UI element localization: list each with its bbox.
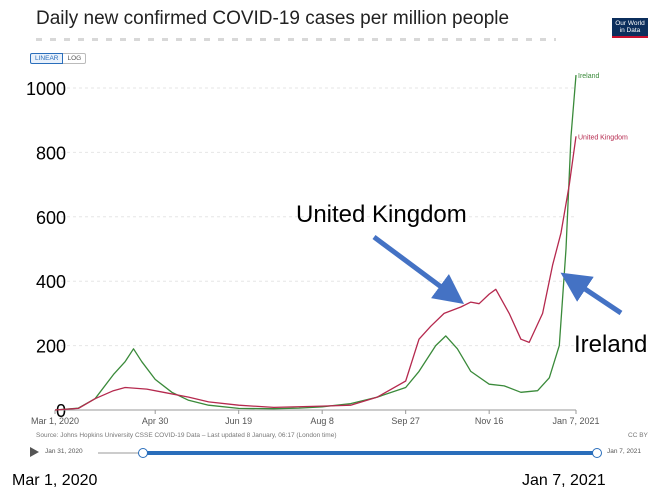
owid-logo[interactable]: Our World in Data [612,18,648,38]
timeline-start-label: Jan 31, 2020 [45,448,83,455]
date-range-end: Jan 7, 2021 [522,472,606,489]
timeline-selected-range[interactable] [143,451,596,455]
x-tick-label: Jan 7, 2021 [552,416,599,426]
x-tick-label: Mar 1, 2020 [31,416,79,426]
log-scale-button[interactable]: LOG [63,53,87,64]
logo-line-1: Our World [615,20,645,27]
scale-toggle: LINEAR LOG [30,53,87,64]
date-range-start: Mar 1, 2020 [12,472,98,489]
x-tick-label: Jun 19 [225,416,252,426]
subtitle-placeholder [36,38,556,41]
annotation-ireland-arrow [560,272,623,316]
series-end-label: Ireland [578,73,600,80]
timeline-end-handle[interactable] [592,448,602,458]
license-text[interactable]: CC BY [628,432,648,439]
timeline-slider[interactable]: Jan 31, 2020 Jan 7, 2021 [30,444,660,462]
annotation-uk-arrow [372,234,465,304]
timeline-start-handle[interactable] [138,448,148,458]
series-line-united-kingdom [54,136,577,411]
y-tick-label: 1000 [26,79,66,99]
series-line-ireland [54,75,577,411]
source-text[interactable]: Source: Johns Hopkins University CSSE CO… [36,432,337,439]
x-tick-label: Nov 16 [475,416,504,426]
x-tick-label: Aug 8 [310,416,334,426]
logo-line-2: in Data [619,27,641,34]
series-end-label: United Kingdom [578,134,628,141]
x-tick-label: Sep 27 [391,416,420,426]
timeline-end-label: Jan 7, 2021 [607,448,641,455]
x-tick-label: Apr 30 [142,416,169,426]
chart-title: Daily new confirmed COVID-19 cases per m… [36,8,510,29]
annotation-ireland-label: Ireland [574,331,647,358]
y-tick-label: 600 [36,208,66,228]
linear-scale-button[interactable]: LINEAR [30,53,64,64]
y-tick-label: 0 [56,401,66,421]
annotation-uk-label: United Kingdom [296,201,467,228]
y-tick-label: 200 [36,337,66,357]
y-tick-label: 800 [36,143,66,163]
play-icon[interactable] [30,447,39,457]
y-tick-label: 400 [36,272,66,292]
